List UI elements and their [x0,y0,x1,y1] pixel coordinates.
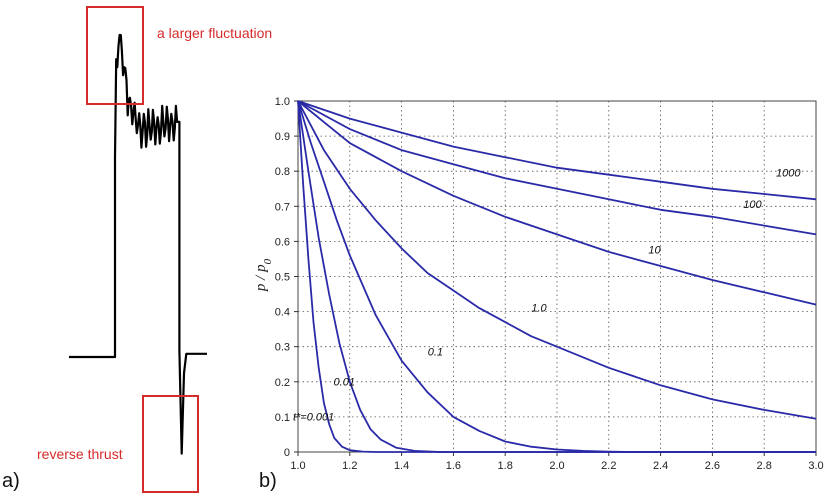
series-label: 1000 [776,167,801,179]
chart-tick-labels: 1.0 1.2 1.4 1.6 1.8 2.0 2.2 2.4 2.6 2.8 3.0 0 0.1 0.2… [275,96,824,472]
x-tick-label: 3.0 [808,460,823,472]
annotation-fluctuation: a larger fluctuation [157,25,272,41]
panel-label-a: a) [2,470,20,492]
y-tick-label: 0.9 [275,131,290,143]
y-tick-label: 0.3 [275,342,290,354]
thrust-trace [69,33,207,455]
x-tick-label: 2.4 [653,460,668,472]
series-label: t*=0.001 [293,411,334,423]
y-tick-label: 0.1 [275,412,290,424]
x-tick-label: 2.6 [705,460,720,472]
series-label: 10 [648,245,661,257]
series-line-0.01 [297,100,816,453]
x-tick-label: 1.8 [498,460,513,472]
series-line-1000 [297,100,817,201]
y-tick-label: 0.8 [275,166,290,178]
fluctuation-highlight-box [86,6,144,105]
y-tick-label: 0.7 [275,201,290,213]
reverse-thrust-highlight-box [142,395,199,493]
y-tick-label: 1.0 [275,96,290,108]
series-line-100 [297,100,817,236]
y-tick-label: 0.6 [275,236,290,248]
series-line-1.0 [297,100,817,420]
chart-grid [298,101,816,452]
x-tick-label: 1.4 [394,460,409,472]
annotation-reverse-thrust: reverse thrust [37,446,123,462]
x-tick-label: 2.2 [601,460,616,472]
x-tick-label: 1.6 [446,460,461,472]
series-label: 0.01 [334,376,355,388]
y-axis-label: p / p0 [253,258,274,292]
series-label: 1.0 [531,303,547,315]
series-line-0.1 [297,100,816,453]
y-tick-label: 0.4 [275,307,290,319]
series-label: 100 [743,199,762,211]
y-tick-label: 0.2 [275,377,290,389]
chart-series [297,100,817,453]
series-line-10 [297,100,817,306]
panel-a: a larger fluctuation reverse thrust a) [2,6,272,493]
series-line-t0.001 [297,100,816,453]
panel-b: 1.0 1.2 1.4 1.6 1.8 2.0 2.2 2.4 2.6 2.8 3.0 0 0.1 0.2… [253,96,824,492]
x-tick-label: 2.0 [549,460,564,472]
y-tick-label: 0 [284,447,290,459]
x-tick-label: 1.0 [290,460,305,472]
chart-curve-labels: t*=0.001 0.01 0.1 1.0 10 100 1000 [293,167,801,423]
chart-axes [294,100,817,456]
y-tick-label: 0.5 [275,272,290,284]
panel-label-b: b) [259,470,277,492]
x-tick-label: 1.2 [342,460,357,472]
x-tick-label: 2.8 [757,460,772,472]
series-label: 0.1 [428,346,443,358]
